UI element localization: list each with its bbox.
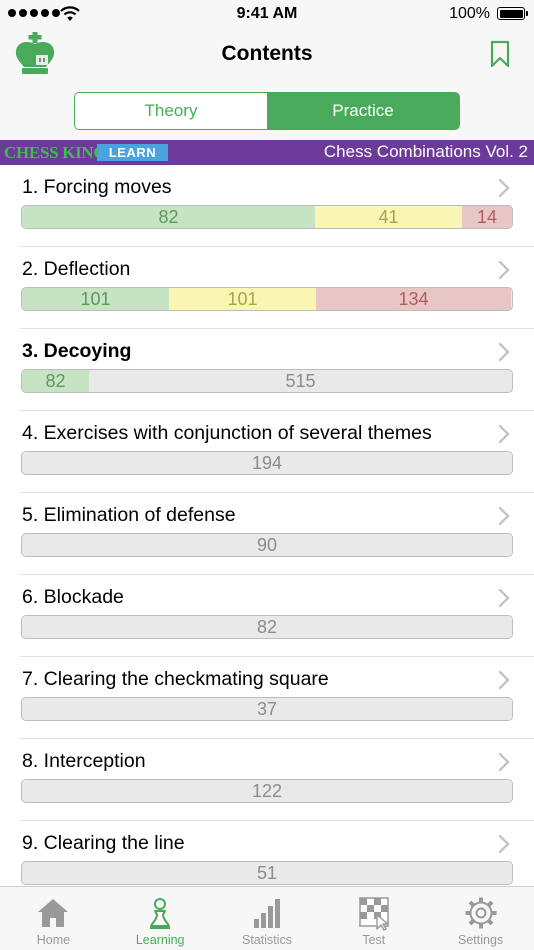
chapter-title: 2. Deflection <box>22 258 131 280</box>
progress-segment-green: 82 <box>22 370 89 392</box>
progress-bar: 194 <box>21 451 513 475</box>
learn-badge: LEARN <box>97 144 168 161</box>
tab-test[interactable]: Test <box>320 887 427 950</box>
chevron-right-icon <box>498 834 510 854</box>
progress-segment-green: 82 <box>22 206 315 228</box>
progress-segment-green: 101 <box>22 288 169 310</box>
chevron-right-icon <box>498 670 510 690</box>
chapter-row[interactable]: 4. Exercises with conjunction of several… <box>0 411 534 493</box>
page-title: Contents <box>221 42 313 65</box>
progress-bar: 122 <box>21 779 513 803</box>
chapter-title: 6. Blockade <box>22 586 124 608</box>
bookmark-icon[interactable] <box>490 40 510 68</box>
row-divider <box>20 656 534 657</box>
chapter-title: 9. Clearing the line <box>22 832 185 854</box>
progress-segment-yellow: 101 <box>169 288 316 310</box>
tab-home[interactable]: Home <box>0 887 107 950</box>
chapter-title: 7. Clearing the checkmating square <box>22 668 329 690</box>
progress-segment-grey: 515 <box>89 370 512 392</box>
chess-king-logo-icon[interactable] <box>14 32 56 76</box>
row-divider <box>20 738 534 739</box>
chapter-title: 5. Elimination of defense <box>22 504 236 526</box>
course-banner: CHESS KING LEARN Chess Combinations Vol.… <box>0 140 534 165</box>
row-divider <box>20 492 534 493</box>
chevron-right-icon <box>498 424 510 444</box>
tab-statistics[interactable]: Statistics <box>214 887 321 950</box>
progress-bar: 90 <box>21 533 513 557</box>
progress-segment-grey: 82 <box>22 616 512 638</box>
tab-label: Home <box>36 933 71 947</box>
row-divider <box>20 574 534 575</box>
segmented-control-bar: Theory Practice <box>0 80 534 140</box>
row-divider <box>20 246 534 247</box>
wifi-icon <box>60 6 80 21</box>
tab-label: Test <box>362 933 386 947</box>
row-divider <box>20 410 534 411</box>
progress-bar: 51 <box>21 861 513 885</box>
progress-segment-yellow: 41 <box>315 206 462 228</box>
progress-segment-grey: 122 <box>22 780 512 802</box>
progress-segment-red: 134 <box>316 288 511 310</box>
chevron-right-icon <box>498 260 510 280</box>
row-divider <box>20 328 534 329</box>
chapter-row[interactable]: 2. Deflection 101 101 134 <box>0 247 534 329</box>
gear-icon <box>465 897 497 929</box>
chapter-title: 1. Forcing moves <box>22 176 172 198</box>
home-icon <box>38 899 69 927</box>
tab-learning[interactable]: Learning <box>107 887 214 950</box>
pawn-icon <box>150 898 171 929</box>
tab-settings[interactable]: Settings <box>427 887 534 950</box>
row-divider <box>20 820 534 821</box>
tab-bar: Home Learning Statistics Test Settings <box>0 886 534 950</box>
status-bar: 9:41 AM 100% <box>0 0 534 28</box>
progress-bar: 101 101 134 <box>21 287 513 311</box>
course-title: Chess Combinations Vol. 2 <box>323 142 528 161</box>
progress-segment-grey: 51 <box>22 862 512 884</box>
chapter-row[interactable]: 8. Interception 122 <box>0 739 534 821</box>
tab-label: Settings <box>458 933 504 947</box>
chevron-right-icon <box>498 342 510 362</box>
chapter-row[interactable]: 5. Elimination of defense 90 <box>0 493 534 575</box>
chapter-row[interactable]: 9. Clearing the line 51 <box>0 821 534 886</box>
chapter-title: 4. Exercises with conjunction of several… <box>22 422 432 444</box>
progress-segment-grey: 37 <box>22 698 512 720</box>
theory-practice-switch: Theory Practice <box>74 92 460 130</box>
statistics-icon <box>253 899 280 928</box>
chapter-row[interactable]: 3. Decoying 82 515 <box>0 329 534 411</box>
progress-bar: 82 41 14 <box>21 205 513 229</box>
test-icon <box>359 897 389 931</box>
chapter-row[interactable]: 1. Forcing moves 82 41 14 <box>0 165 534 247</box>
tab-label: Learning <box>135 933 185 947</box>
progress-segment-grey: 194 <box>22 452 512 474</box>
chevron-right-icon <box>498 588 510 608</box>
battery-icon <box>497 7 528 20</box>
progress-bar: 82 <box>21 615 513 639</box>
battery-percent: 100% <box>449 5 490 22</box>
navigation-bar: Contents <box>0 28 534 80</box>
chevron-right-icon <box>498 506 510 526</box>
brand-logo-text: CHESS KING <box>4 143 107 162</box>
chapter-title: 8. Interception <box>22 750 146 772</box>
chapter-list: 1. Forcing moves 82 41 14 2. Deflection 101 10… <box>0 165 534 886</box>
chapter-title: 3. Decoying <box>22 340 132 362</box>
chapter-row[interactable]: 6. Blockade 82 <box>0 575 534 657</box>
chevron-right-icon <box>498 178 510 198</box>
progress-bar: 37 <box>21 697 513 721</box>
progress-bar: 82 515 <box>21 369 513 393</box>
tab-practice[interactable]: Practice <box>267 93 459 129</box>
cellular-signal-icon <box>8 9 60 17</box>
tab-theory[interactable]: Theory <box>75 93 267 129</box>
chapter-row[interactable]: 7. Clearing the checkmating square 37 <box>0 657 534 739</box>
chevron-right-icon <box>498 752 510 772</box>
progress-segment-grey: 90 <box>22 534 512 556</box>
status-time: 9:41 AM <box>236 5 298 22</box>
tab-label: Statistics <box>241 933 292 947</box>
progress-segment-red: 14 <box>462 206 512 228</box>
